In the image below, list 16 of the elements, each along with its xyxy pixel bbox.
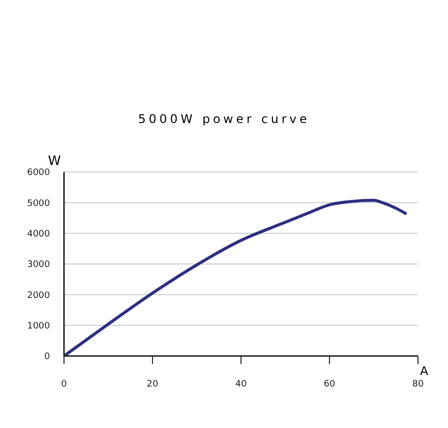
y-tick-label: 5000: [27, 198, 50, 209]
y-tick-label: 3000: [27, 260, 50, 270]
y-tick-label: 4000: [27, 230, 50, 240]
x-tick-label: 60: [324, 379, 336, 390]
x-axis-title: A: [420, 364, 428, 378]
x-tick-label: 0: [61, 379, 68, 390]
y-axis-title: W: [48, 154, 61, 169]
x-tick-label: 20: [146, 379, 158, 390]
y-tick-label: 6000: [27, 168, 50, 178]
line-series: [64, 198, 408, 356]
y-tick-label: 1000: [27, 322, 50, 332]
x-tick-label: 80: [412, 379, 424, 390]
y-tick-label: 0: [44, 352, 50, 362]
x-tick-label: 40: [235, 379, 247, 390]
y-tick-label: 2000: [27, 290, 50, 301]
chart-title: 5000W power curve: [137, 111, 311, 128]
